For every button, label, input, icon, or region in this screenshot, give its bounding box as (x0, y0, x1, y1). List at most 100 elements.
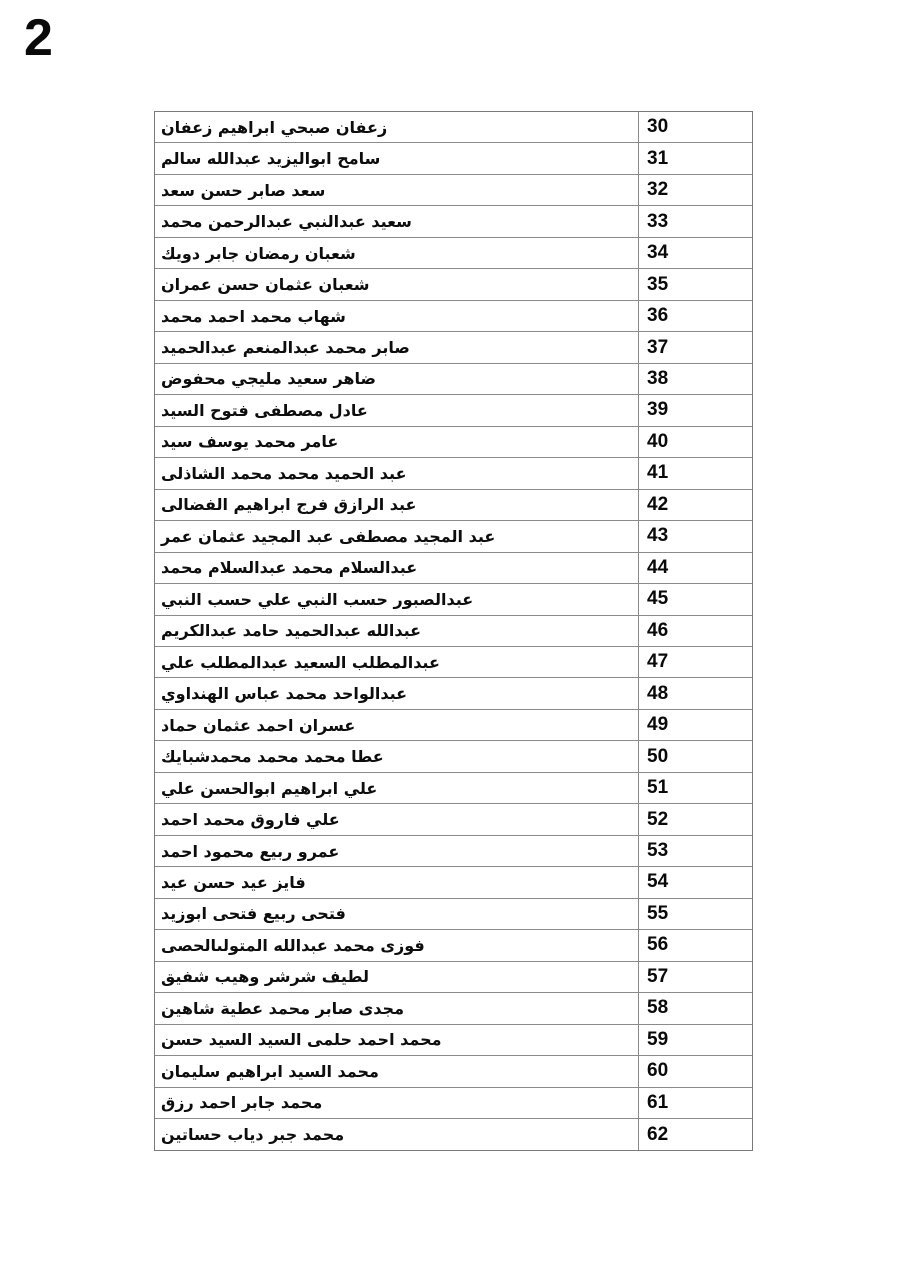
person-name: عبد المجيد مصطفى عبد المجيد عثمان عمر (161, 526, 496, 546)
table-row: فايز عيد حسن عيد 54 (155, 867, 752, 899)
serial-number: 50 (638, 741, 752, 772)
person-name: شهاب محمد احمد محمد (161, 306, 346, 326)
person-name: صابر محمد عبدالمنعم عبدالحميد (161, 338, 410, 358)
table-row: عبدالمطلب السعيد عبدالمطلب علي 47 (155, 646, 752, 679)
serial-number: 33 (638, 206, 752, 237)
table-row: عبدالله عبدالحميد حامد عبدالكريم 46 (155, 615, 752, 647)
serial-number: 42 (638, 489, 752, 521)
person-name: عبد الرازق فرج ابراهيم الفضالى (161, 495, 417, 515)
person-name: فتحى ربيع فتحى ابوزيد (161, 904, 346, 924)
person-name: محمد السيد ابراهيم سليمان (161, 1061, 379, 1081)
table-row: عبدالسلام محمد عبدالسلام محمد 44 (155, 552, 752, 585)
person-name: عبد الحميد محمد محمد الشاذلى (161, 463, 407, 483)
person-name: محمد جابر احمد رزق (161, 1093, 323, 1113)
serial-number: 55 (638, 898, 752, 930)
serial-number: 30 (638, 112, 752, 143)
table-row: سامح ابواليزيد عبدالله سالم 31 (155, 143, 752, 175)
table-row: عبد الحميد محمد محمد الشاذلى 41 (155, 458, 752, 490)
serial-number: 45 (638, 584, 752, 615)
table-row: عبد الرازق فرج ابراهيم الفضالى 42 (155, 489, 752, 522)
table-row: مجدى صابر محمد عطية شاهين 58 (155, 993, 752, 1025)
table-row: لطيف شرشر وهيب شفيق 57 (155, 961, 752, 994)
serial-number: 43 (638, 521, 752, 552)
serial-number: 56 (638, 930, 752, 961)
serial-number: 37 (638, 332, 752, 363)
person-name: علي ابراهيم ابوالحسن علي (161, 778, 378, 798)
serial-number: 51 (638, 772, 752, 804)
table-row: عسران احمد عثمان حماد 49 (155, 709, 752, 742)
person-name: زعفان صبحي ابراهيم زعفان (161, 117, 388, 137)
serial-number: 54 (638, 867, 752, 898)
table-row: عامر محمد يوسف سيد 40 (155, 426, 752, 459)
serial-number: 53 (638, 835, 752, 867)
table-row: شعبان عثمان حسن عمران 35 (155, 269, 752, 301)
table-row: عمرو ربيع محمود احمد 53 (155, 835, 752, 868)
table-row: شهاب محمد احمد محمد 36 (155, 300, 752, 333)
table-row: فوزى محمد عبدالله المتولىالحصى 56 (155, 930, 752, 962)
person-name: عبدالسلام محمد عبدالسلام محمد (161, 558, 418, 578)
serial-number: 47 (638, 646, 752, 678)
serial-number: 62 (638, 1119, 752, 1151)
table-row: ضاهر سعيد مليجي محفوض 38 (155, 363, 752, 396)
person-name: عامر محمد يوسف سيد (161, 432, 339, 452)
serial-number: 59 (638, 1024, 752, 1056)
table-row: محمد السيد ابراهيم سليمان 60 (155, 1056, 752, 1088)
serial-number: 48 (638, 678, 752, 709)
person-name: محمد احمد حلمى السيد السيد حسن (161, 1030, 442, 1050)
person-name: عسران احمد عثمان حماد (161, 715, 356, 735)
table-row: عبدالواحد محمد عباس الهنداوي 48 (155, 678, 752, 710)
person-name: عبدالواحد محمد عباس الهنداوي (161, 684, 408, 704)
serial-number: 44 (638, 552, 752, 584)
person-name: عبدالله عبدالحميد حامد عبدالكريم (161, 621, 422, 641)
serial-number: 32 (638, 174, 752, 206)
table-row: محمد جبر دياب حساتين 62 (155, 1119, 752, 1151)
person-name: ضاهر سعيد مليجي محفوض (161, 369, 376, 389)
serial-number: 60 (638, 1056, 752, 1087)
table-row: شعبان رمضان جابر دويك 34 (155, 237, 752, 270)
serial-number: 34 (638, 237, 752, 269)
person-name: شعبان عثمان حسن عمران (161, 275, 370, 295)
person-name: محمد جبر دياب حساتين (161, 1125, 345, 1145)
serial-number: 61 (638, 1087, 752, 1118)
table-row: علي فاروق محمد احمد 52 (155, 804, 752, 836)
table-row: محمد احمد حلمى السيد السيد حسن 59 (155, 1024, 752, 1057)
serial-number: 58 (638, 993, 752, 1024)
table-row: سعيد عبدالنبي عبدالرحمن محمد 33 (155, 206, 752, 238)
serial-number: 31 (638, 143, 752, 174)
serial-number: 41 (638, 458, 752, 489)
table-row: علي ابراهيم ابوالحسن علي 51 (155, 772, 752, 805)
person-name: سامح ابواليزيد عبدالله سالم (161, 149, 381, 169)
table-row: عبدالصبور حسب النبي علي حسب النبي 45 (155, 584, 752, 616)
table-row: محمد جابر احمد رزق 61 (155, 1087, 752, 1119)
person-name: شعبان رمضان جابر دويك (161, 243, 356, 263)
serial-number: 39 (638, 395, 752, 426)
person-name: سعيد عبدالنبي عبدالرحمن محمد (161, 212, 412, 232)
serial-number: 35 (638, 269, 752, 300)
person-name: عبدالمطلب السعيد عبدالمطلب علي (161, 652, 440, 672)
table-row: زعفان صبحي ابراهيم زعفان 30 (155, 112, 752, 144)
person-name: عمرو ربيع محمود احمد (161, 841, 340, 861)
person-name: علي فاروق محمد احمد (161, 810, 340, 830)
table-row: عبد المجيد مصطفى عبد المجيد عثمان عمر 43 (155, 521, 752, 553)
person-name: مجدى صابر محمد عطية شاهين (161, 998, 404, 1018)
person-name: عبدالصبور حسب النبي علي حسب النبي (161, 589, 474, 609)
table-row: عطا محمد محمد محمدشبايك 50 (155, 741, 752, 773)
serial-number: 40 (638, 426, 752, 458)
names-table: زعفان صبحي ابراهيم زعفان 30 سامح ابواليز… (154, 111, 753, 1152)
serial-number: 38 (638, 363, 752, 395)
person-name: لطيف شرشر وهيب شفيق (161, 967, 369, 987)
table-row: صابر محمد عبدالمنعم عبدالحميد 37 (155, 332, 752, 364)
table-row: عادل مصطفى فتوح السيد 39 (155, 395, 752, 427)
person-name: فوزى محمد عبدالله المتولىالحصى (161, 935, 425, 955)
person-name: عادل مصطفى فتوح السيد (161, 400, 368, 420)
page-number: 2 (24, 9, 53, 67)
table-row: سعد صابر حسن سعد 32 (155, 174, 752, 207)
serial-number: 52 (638, 804, 752, 835)
person-name: عطا محمد محمد محمدشبايك (161, 747, 384, 767)
serial-number: 57 (638, 961, 752, 993)
serial-number: 36 (638, 300, 752, 332)
person-name: سعد صابر حسن سعد (161, 180, 326, 200)
serial-number: 46 (638, 615, 752, 646)
serial-number: 49 (638, 709, 752, 741)
